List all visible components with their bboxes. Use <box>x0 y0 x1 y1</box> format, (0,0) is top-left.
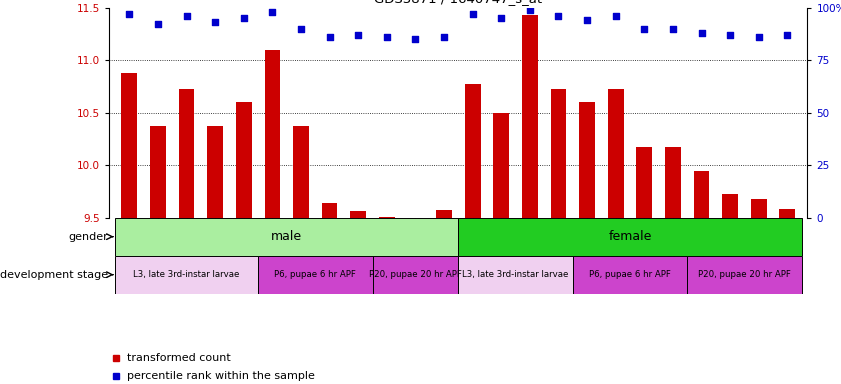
Text: P6, pupae 6 hr APF: P6, pupae 6 hr APF <box>274 270 357 279</box>
Point <box>266 9 279 15</box>
Bar <box>150 126 166 218</box>
Point <box>666 26 680 32</box>
Bar <box>178 89 194 218</box>
Bar <box>551 89 566 218</box>
Text: P20, pupae 20 hr APF: P20, pupae 20 hr APF <box>369 270 462 279</box>
Point <box>523 7 537 13</box>
Text: percentile rank within the sample: percentile rank within the sample <box>127 371 315 381</box>
Point <box>552 13 565 19</box>
Text: development stage: development stage <box>0 270 108 280</box>
Bar <box>780 209 796 218</box>
Text: L3, late 3rd-instar larvae: L3, late 3rd-instar larvae <box>134 270 240 279</box>
Bar <box>637 147 652 218</box>
Bar <box>665 147 680 218</box>
Bar <box>687 256 801 294</box>
Bar <box>608 89 623 218</box>
Text: female: female <box>608 230 652 243</box>
Point <box>409 36 422 42</box>
Bar <box>208 126 223 218</box>
Bar <box>322 203 337 218</box>
Text: P20, pupae 20 hr APF: P20, pupae 20 hr APF <box>698 270 791 279</box>
Point <box>723 32 737 38</box>
Bar <box>458 256 573 294</box>
Point <box>123 11 136 17</box>
Point <box>466 11 479 17</box>
Bar <box>115 218 458 256</box>
Bar <box>751 199 767 218</box>
Point <box>180 13 193 19</box>
Bar <box>579 102 595 218</box>
Bar <box>722 194 738 218</box>
Bar <box>265 50 280 218</box>
Point <box>752 34 765 40</box>
Bar <box>258 256 373 294</box>
Point <box>609 13 622 19</box>
Point <box>437 34 451 40</box>
Bar <box>522 15 537 218</box>
Point <box>352 32 365 38</box>
Text: male: male <box>271 230 302 243</box>
Bar <box>121 73 137 218</box>
Text: transformed count: transformed count <box>127 353 230 363</box>
Point <box>637 26 651 32</box>
Bar <box>236 102 251 218</box>
Point <box>495 15 508 21</box>
Point <box>323 34 336 40</box>
Bar <box>373 256 458 294</box>
Bar <box>115 256 258 294</box>
Bar <box>379 217 394 218</box>
Point <box>209 19 222 25</box>
Bar <box>351 211 366 218</box>
Bar <box>465 84 480 218</box>
Point <box>151 22 165 28</box>
Point <box>380 34 394 40</box>
Bar <box>494 113 509 218</box>
Point <box>695 30 708 36</box>
Point <box>580 17 594 23</box>
Point <box>780 32 794 38</box>
Bar <box>458 218 801 256</box>
Text: P6, pupae 6 hr APF: P6, pupae 6 hr APF <box>589 270 671 279</box>
Title: GDS3871 / 1640747_s_at: GDS3871 / 1640747_s_at <box>374 0 542 5</box>
Bar <box>294 126 309 218</box>
Text: L3, late 3rd-instar larvae: L3, late 3rd-instar larvae <box>463 270 569 279</box>
Point <box>294 26 308 32</box>
Bar <box>436 210 452 218</box>
Bar <box>573 256 687 294</box>
Text: gender: gender <box>69 232 108 242</box>
Point <box>237 15 251 21</box>
Bar <box>694 172 709 218</box>
